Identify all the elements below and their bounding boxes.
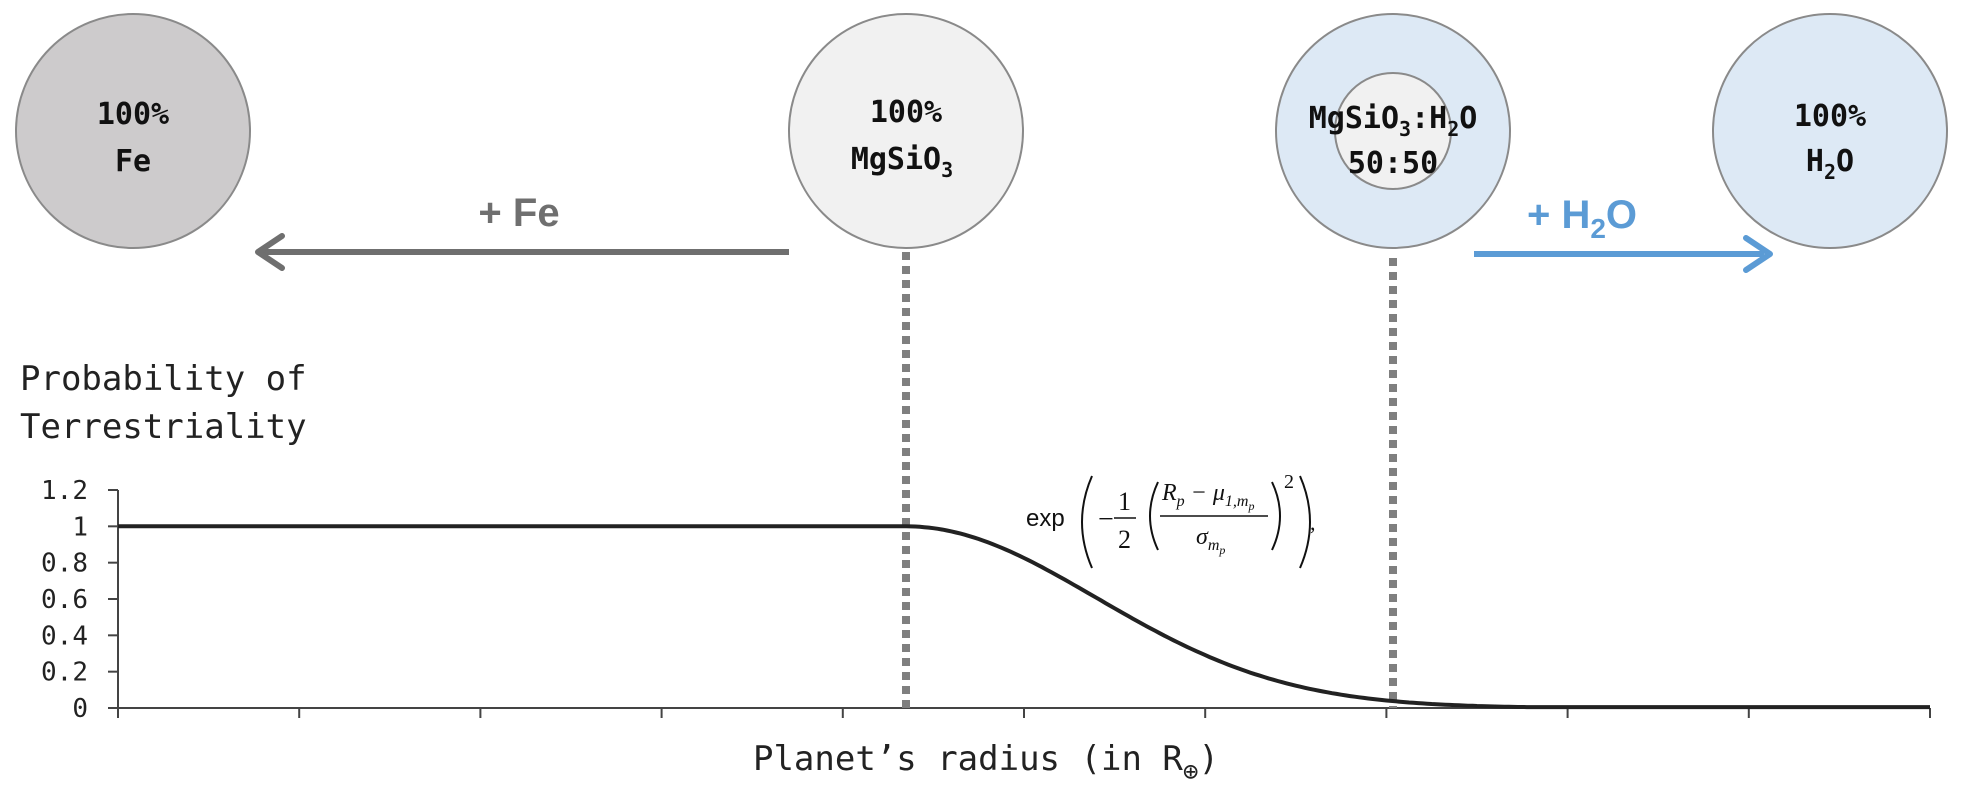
water-formula-main: H <box>1806 144 1824 179</box>
formula-power: 2 <box>1284 471 1294 493</box>
formula-sigma: σ <box>1196 524 1209 550</box>
formula-sigma-subsub: p <box>1218 543 1225 557</box>
formula-two: 2 <box>1118 525 1131 554</box>
y-tick-labels: 0 0.2 0.4 0.6 0.8 1 1.2 <box>41 476 88 724</box>
iron-circle-shape <box>15 13 251 249</box>
mix-formula-a: MgSiO <box>1309 101 1399 136</box>
formula-numerator: Rp − μ1,mp <box>1161 480 1254 513</box>
mix-formula-sub-a: 3 <box>1399 117 1411 141</box>
formula-mu-sub: 1,m <box>1225 493 1249 510</box>
formula-denominator: σmp <box>1196 524 1225 557</box>
x-axis-title-end: ) <box>1199 739 1219 779</box>
y-tick-label: 0.2 <box>41 658 88 688</box>
mix-formula-sub-b: 2 <box>1447 117 1459 141</box>
water-formula-label: H2O <box>1806 144 1854 184</box>
fe-arrow: + Fe <box>255 191 789 271</box>
silicate-formula-sub: 3 <box>941 158 953 182</box>
formula-outer-right-paren <box>1299 475 1311 569</box>
circle-silicate: 100% MgSiO3 <box>788 13 1024 249</box>
formula-rp: R <box>1161 480 1177 506</box>
y-tick-label: 0.4 <box>41 621 88 651</box>
mix-ratio-label: 50:50 <box>1348 146 1438 181</box>
formula-outer-left-paren <box>1081 475 1093 569</box>
x-axis-title-sub: ⊕ <box>1183 757 1199 787</box>
silicate-percent-label: 100% <box>870 95 942 130</box>
fe-arrow-head <box>255 233 285 271</box>
y-axis-title-line2: Terrestriality <box>20 407 307 447</box>
circle-mix: MgSiO3:H2O 50:50 <box>1275 13 1511 249</box>
water-percent-label: 100% <box>1794 99 1866 134</box>
probability-curve <box>118 524 1930 710</box>
h2o-arrow-head <box>1743 235 1773 273</box>
circle-water: 100% H2O <box>1712 13 1948 249</box>
chart-axes <box>108 489 1931 718</box>
formula-mu-subsub: p <box>1247 499 1254 513</box>
gaussian-formula: exp − 1 2 Rp − μ1,mp σmp 2 , <box>1026 471 1316 569</box>
fe-arrow-label: + Fe <box>478 191 559 235</box>
x-axis-title-main: Planet’s radius (in R <box>753 739 1183 779</box>
iron-formula-label: Fe <box>115 144 151 179</box>
formula-exp: exp <box>1026 505 1065 532</box>
silicate-circle-shape <box>788 13 1024 249</box>
water-circle-shape <box>1712 13 1948 249</box>
formula-rp-sub: p <box>1176 493 1185 510</box>
formula-minus: − <box>1098 504 1114 535</box>
iron-percent-label: 100% <box>97 97 169 132</box>
water-formula-end: O <box>1836 144 1854 179</box>
h2o-label-end: O <box>1606 193 1637 237</box>
formula-comma: , <box>1310 510 1316 535</box>
y-tick-label: 0.6 <box>41 585 88 615</box>
water-formula-sub: 2 <box>1824 160 1836 184</box>
circle-iron: 100% Fe <box>15 13 251 249</box>
silicate-formula-label: MgSiO3 <box>851 142 953 182</box>
formula-sigma-sub: m <box>1208 537 1220 554</box>
h2o-arrow: + H2O <box>1474 193 1773 273</box>
formula-minus-mu: − μ <box>1185 480 1225 506</box>
formula-inner-left-paren <box>1149 481 1159 551</box>
mix-formula-label: MgSiO3:H2O <box>1309 101 1478 141</box>
h2o-label-main: + H <box>1527 193 1590 237</box>
y-tick-label: 1.2 <box>41 476 88 506</box>
h2o-label-sub: 2 <box>1590 213 1606 244</box>
y-tick-label: 0.8 <box>41 549 88 579</box>
formula-one: 1 <box>1118 487 1131 516</box>
x-axis-title: Planet’s radius (in R⊕) <box>753 739 1219 787</box>
formula-inner-right-paren <box>1271 481 1281 551</box>
silicate-formula-main: MgSiO <box>851 142 941 177</box>
mix-formula-c: O <box>1459 101 1477 136</box>
y-tick-label: 1 <box>72 512 88 542</box>
mix-formula-b: :H <box>1411 101 1447 136</box>
mix-inner-circle-shape <box>1334 72 1452 190</box>
h2o-arrow-label: + H2O <box>1527 193 1637 244</box>
y-axis-title-line1: Probability of <box>20 359 307 399</box>
y-tick-label: 0 <box>72 694 88 724</box>
